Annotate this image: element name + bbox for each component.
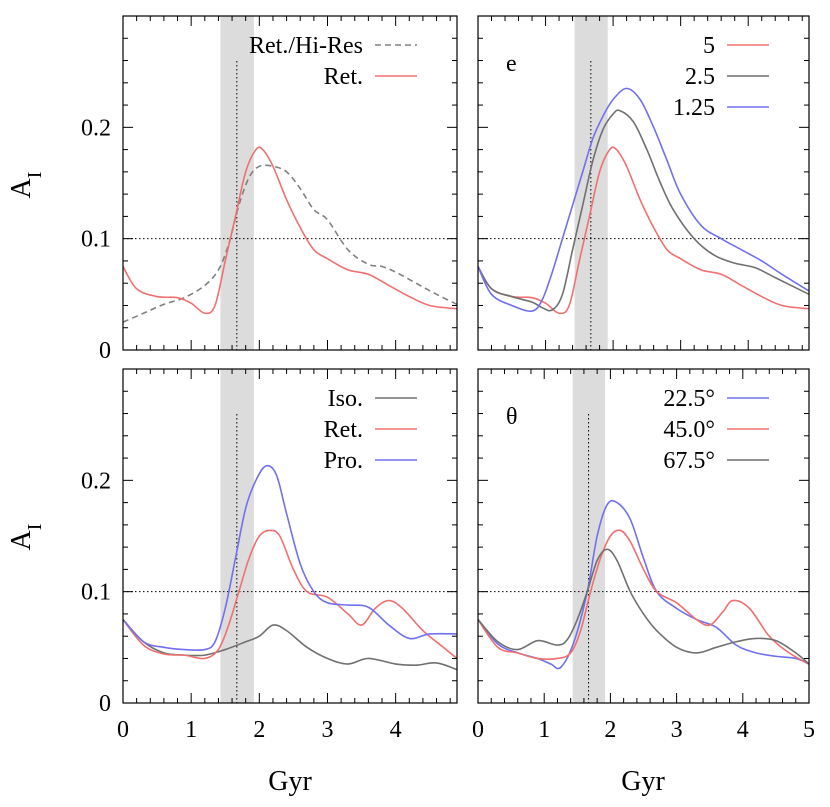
series-line-1 bbox=[123, 164, 457, 323]
x-tick-label: 1 bbox=[538, 717, 550, 743]
series-line-1 bbox=[478, 499, 809, 670]
panel-1: 0 0.1 0.2 Ret./Hi-Res Ret. bbox=[81, 15, 458, 364]
series-group bbox=[123, 146, 457, 323]
legend-label: 22.5° bbox=[663, 386, 715, 412]
series-line-2 bbox=[123, 146, 457, 315]
legend-label: Ret./Hi-Res bbox=[249, 33, 363, 59]
x-tick-label: 2 bbox=[253, 717, 265, 743]
legend-label: Ret. bbox=[324, 64, 363, 90]
y-tick-label: 0.1 bbox=[81, 580, 111, 606]
x-tick-label: 3 bbox=[671, 717, 683, 743]
series-line-1 bbox=[123, 618, 457, 671]
series-line-2 bbox=[123, 529, 457, 660]
y-axis-label-top: AI bbox=[6, 172, 46, 199]
y-label-sub: I bbox=[24, 524, 46, 531]
legend-label: 45.0° bbox=[663, 417, 715, 443]
x-tick-label: 3 bbox=[321, 717, 333, 743]
series-line-1 bbox=[478, 146, 809, 315]
y-label-main: A bbox=[6, 529, 37, 550]
legend-label: 1.25 bbox=[673, 95, 715, 121]
legend-label: 5 bbox=[703, 33, 715, 59]
y-tick-label: 0.1 bbox=[81, 227, 111, 253]
x-tick-label: 4 bbox=[390, 717, 402, 743]
series-line-3 bbox=[478, 548, 809, 665]
legend-label: Ret. bbox=[324, 417, 363, 443]
panel-4: 0 1 2 3 4 5 θ 22.5° 45.0° 67.5° bbox=[472, 368, 815, 743]
series-line-2 bbox=[478, 529, 809, 665]
y-axis-label-bottom: AI bbox=[6, 524, 46, 551]
y-label-main: A bbox=[6, 177, 37, 198]
legend-label: Iso. bbox=[328, 386, 363, 412]
x-tick-label: 0 bbox=[472, 717, 484, 743]
x-tick-label: 0 bbox=[117, 717, 129, 743]
y-tick-label: 0.2 bbox=[81, 468, 111, 494]
y-tick-label: 0 bbox=[99, 691, 111, 717]
x-axis-label-left: Gyr bbox=[268, 766, 312, 797]
legend-label: 2.5 bbox=[685, 64, 715, 90]
series-line-3 bbox=[123, 464, 457, 652]
corner-label: θ bbox=[506, 404, 518, 430]
x-tick-label: 2 bbox=[604, 717, 616, 743]
plot-frame bbox=[122, 15, 458, 351]
series-group bbox=[478, 87, 809, 315]
corner-label: e bbox=[506, 51, 517, 77]
x-tick-label: 1 bbox=[185, 717, 197, 743]
panel-2: e 5 2.5 1.25 bbox=[477, 15, 810, 351]
series-line-3 bbox=[478, 87, 809, 312]
panel-3: 0 0.1 0.2 0 1 2 3 4 Iso. Ret. Pro. bbox=[81, 368, 458, 743]
y-label-sub: I bbox=[24, 172, 46, 179]
legend-label: Pro. bbox=[324, 448, 363, 474]
series-group bbox=[478, 499, 809, 670]
x-tick-label: 4 bbox=[737, 717, 749, 743]
x-tick-label: 5 bbox=[803, 717, 815, 743]
legend-label: 67.5° bbox=[663, 448, 715, 474]
y-tick-label: 0 bbox=[99, 338, 111, 364]
panels: 0 0.1 0.2 Ret./Hi-Res Ret. e 5 2.5 1.25 0 0.1 0.2 0 1… bbox=[81, 15, 815, 743]
plot-frame bbox=[477, 15, 810, 351]
plot-frame bbox=[477, 368, 810, 704]
plot-frame bbox=[122, 368, 458, 704]
y-tick-label: 0.2 bbox=[81, 115, 111, 141]
series-group bbox=[123, 464, 457, 671]
x-axis-label-right: Gyr bbox=[621, 766, 665, 797]
series-line-2 bbox=[478, 109, 809, 312]
